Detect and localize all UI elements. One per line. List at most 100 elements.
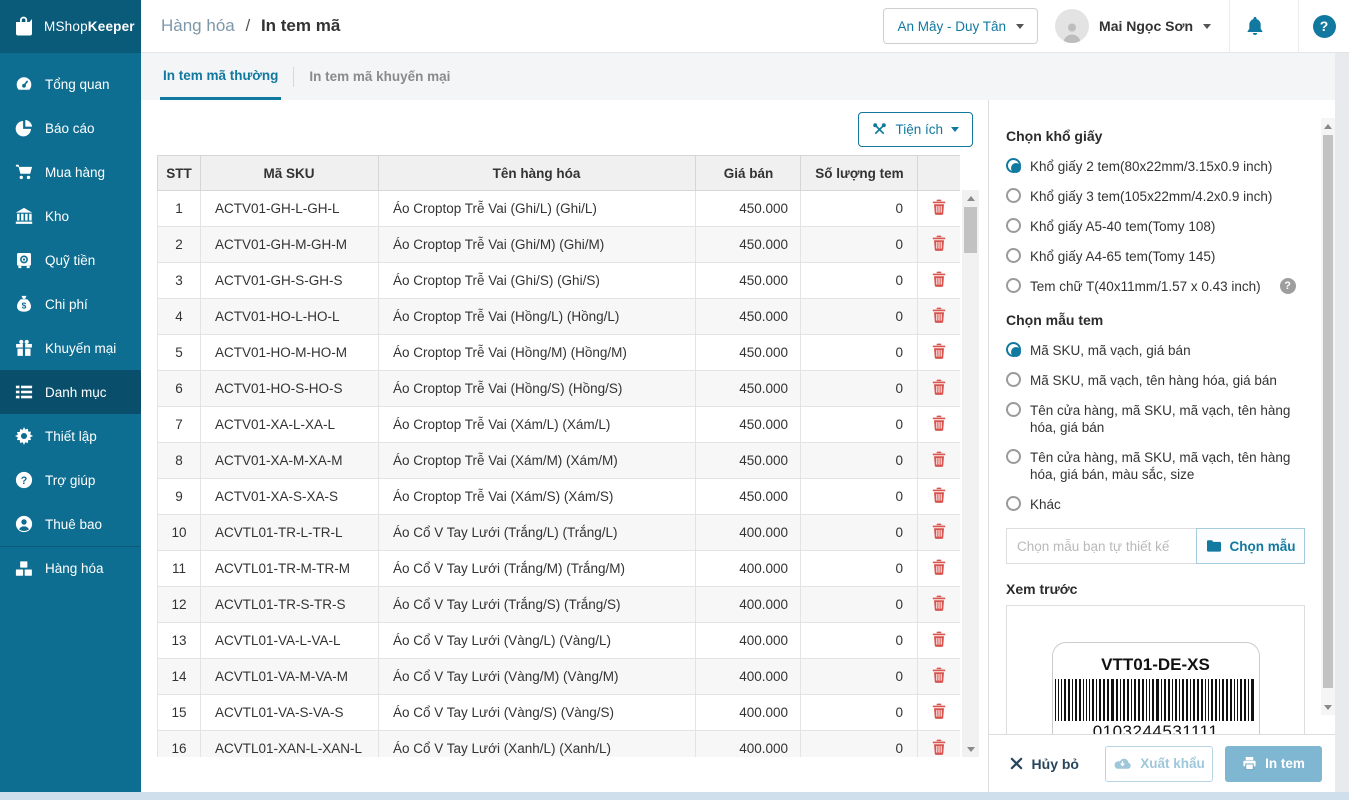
radio-icon[interactable] <box>1006 496 1021 511</box>
sidebar-item-bao-cao[interactable]: Báo cáo <box>0 106 141 150</box>
sidebar-item-mua-hang[interactable]: Mua hàng <box>0 150 141 194</box>
sidebar-item-kho[interactable]: Kho <box>0 194 141 238</box>
sidebar-item-thue-bao[interactable]: Thuê bao <box>0 502 141 546</box>
label-template-option[interactable]: Mã SKU, mã vạch, tên hàng hóa, giá bán <box>1006 372 1305 389</box>
radio-icon[interactable] <box>1006 248 1021 263</box>
delete-row-icon[interactable] <box>932 631 946 647</box>
paper-size-option[interactable]: Khổ giấy 2 tem(80x22mm/3.15x0.9 inch) <box>1006 158 1305 175</box>
paper-size-option-label: Khổ giấy 3 tem(105x22mm/4.2x0.9 inch) <box>1030 189 1273 204</box>
cell-stt: 1 <box>157 190 201 227</box>
table-scrollbar[interactable] <box>962 190 979 757</box>
scrollbar-thumb[interactable] <box>1323 135 1333 688</box>
cell-price: 450.000 <box>695 226 801 263</box>
delete-row-icon[interactable] <box>932 523 946 539</box>
global-help-icon[interactable]: ? <box>1299 14 1349 38</box>
delete-row-icon[interactable] <box>932 343 946 359</box>
tab-promo-labels[interactable]: In tem mã khuyến mại <box>309 69 451 84</box>
store-selector-dropdown[interactable]: An Mây - Duy Tân <box>883 8 1039 44</box>
radio-icon[interactable] <box>1006 449 1021 464</box>
delete-row-icon[interactable] <box>932 451 946 467</box>
cell-qty[interactable]: 0 <box>800 442 918 479</box>
avatar[interactable] <box>1055 9 1090 43</box>
cell-qty[interactable]: 0 <box>800 226 918 263</box>
radio-selected-icon[interactable] <box>1006 342 1021 357</box>
delete-row-icon[interactable] <box>932 559 946 575</box>
delete-row-icon[interactable] <box>932 199 946 215</box>
breadcrumb-parent-link[interactable]: Hàng hóa <box>161 16 235 35</box>
cancel-button[interactable]: Hủy bỏ <box>1004 755 1085 773</box>
sidebar-item-tro-giup[interactable]: ? Trợ giúp <box>0 458 141 502</box>
help-icon[interactable]: ? <box>1279 278 1296 294</box>
user-name[interactable]: Mai Ngọc Sơn <box>1099 18 1193 34</box>
label-template-option[interactable]: Mã SKU, mã vạch, giá bán <box>1006 342 1305 359</box>
cell-qty[interactable]: 0 <box>800 694 918 731</box>
delete-row-icon[interactable] <box>932 487 946 503</box>
radio-icon[interactable] <box>1006 402 1021 417</box>
paper-size-option[interactable]: Khổ giấy A4-65 tem(Tomy 145) <box>1006 248 1305 265</box>
cell-qty[interactable]: 0 <box>800 478 918 515</box>
delete-row-icon[interactable] <box>932 595 946 611</box>
sidebar-item-hang-hoa[interactable]: Hàng hóa <box>0 546 141 590</box>
scroll-down-icon[interactable] <box>962 741 979 757</box>
delete-row-icon[interactable] <box>932 739 946 755</box>
radio-icon[interactable] <box>1006 218 1021 233</box>
utilities-button[interactable]: Tiện ích <box>858 112 973 147</box>
label-template-option[interactable]: Tên cửa hàng, mã SKU, mã vạch, tên hàng … <box>1006 449 1305 483</box>
delete-row-icon[interactable] <box>932 703 946 719</box>
scrollbar-thumb[interactable] <box>964 207 977 253</box>
custom-template-input[interactable] <box>1006 528 1196 564</box>
radio-selected-icon[interactable] <box>1006 158 1021 173</box>
delete-row-icon[interactable] <box>932 415 946 431</box>
choose-template-button[interactable]: Chọn mẫu <box>1196 528 1305 564</box>
cell-qty[interactable]: 0 <box>800 622 918 659</box>
label-template-option[interactable]: Khác <box>1006 496 1305 513</box>
cell-qty[interactable]: 0 <box>800 514 918 551</box>
radio-icon[interactable] <box>1006 372 1021 387</box>
cell-stt: 7 <box>157 406 201 443</box>
notifications-bell-icon[interactable] <box>1230 15 1280 37</box>
delete-row-icon[interactable] <box>932 379 946 395</box>
cell-qty[interactable]: 0 <box>800 334 918 371</box>
radio-icon[interactable] <box>1006 278 1021 293</box>
delete-row-icon[interactable] <box>932 307 946 323</box>
cell-price: 400.000 <box>695 694 801 731</box>
cell-qty[interactable]: 0 <box>800 298 918 335</box>
cell-qty[interactable]: 0 <box>800 262 918 299</box>
cell-qty[interactable]: 0 <box>800 586 918 623</box>
radio-icon[interactable] <box>1006 188 1021 203</box>
tab-normal-labels[interactable]: In tem mã thường <box>160 53 282 100</box>
cell-qty[interactable]: 0 <box>800 370 918 407</box>
sidebar-item-danh-muc[interactable]: Danh mục <box>0 370 141 414</box>
delete-row-icon[interactable] <box>932 235 946 251</box>
scroll-up-icon[interactable] <box>962 190 979 206</box>
cell-qty[interactable]: 0 <box>800 406 918 443</box>
label-template-option[interactable]: Tên cửa hàng, mã SKU, mã vạch, tên hàng … <box>1006 402 1305 436</box>
cell-qty[interactable]: 0 <box>800 658 918 695</box>
paper-size-option[interactable]: Khổ giấy 3 tem(105x22mm/4.2x0.9 inch) <box>1006 188 1305 205</box>
print-button[interactable]: In tem <box>1225 745 1322 782</box>
sidebar-item-tong-quan[interactable]: Tổng quan <box>0 62 141 106</box>
scroll-up-icon[interactable] <box>1321 118 1335 134</box>
scroll-down-icon[interactable] <box>1321 699 1335 715</box>
delete-row-icon[interactable] <box>932 667 946 683</box>
app-logo[interactable]: MShopKeeper <box>0 0 141 53</box>
paper-size-option[interactable]: Khổ giấy A5-40 tem(Tomy 108) <box>1006 218 1305 235</box>
table-row: 12 ACVTL01-TR-S-TR-S Áo Cổ V Tay Lưới (Trắ… <box>157 586 960 623</box>
sidebar-item-quy-tien[interactable]: Quỹ tiền <box>0 238 141 282</box>
export-button[interactable]: Xuất khẩu <box>1105 745 1213 782</box>
delete-row-icon[interactable] <box>932 271 946 287</box>
cell-qty[interactable]: 0 <box>800 190 918 227</box>
paper-size-option[interactable]: Tem chữ T(40x11mm/1.57 x 0.43 inch)? <box>1006 278 1305 295</box>
sidebar-item-khuyen-mai[interactable]: Khuyến mại <box>0 326 141 370</box>
cell-sku: ACVTL01-VA-M-VA-M <box>200 658 379 695</box>
cell-qty[interactable]: 0 <box>800 550 918 587</box>
page-scrollbar-track[interactable] <box>1335 53 1349 792</box>
help-icon: ? <box>15 471 33 489</box>
sidebar-item-thiet-lap[interactable]: Thiết lập <box>0 414 141 458</box>
cell-qty[interactable]: 0 <box>800 730 918 757</box>
panel-scrollbar[interactable] <box>1321 118 1335 715</box>
chevron-down-icon[interactable] <box>1203 23 1211 29</box>
sidebar-item-chi-phi[interactable]: $ Chi phí <box>0 282 141 326</box>
label-template-option-label: Tên cửa hàng, mã SKU, mã vạch, tên hàng … <box>1030 403 1291 435</box>
sidebar-item-label: Hàng hóa <box>45 561 104 576</box>
